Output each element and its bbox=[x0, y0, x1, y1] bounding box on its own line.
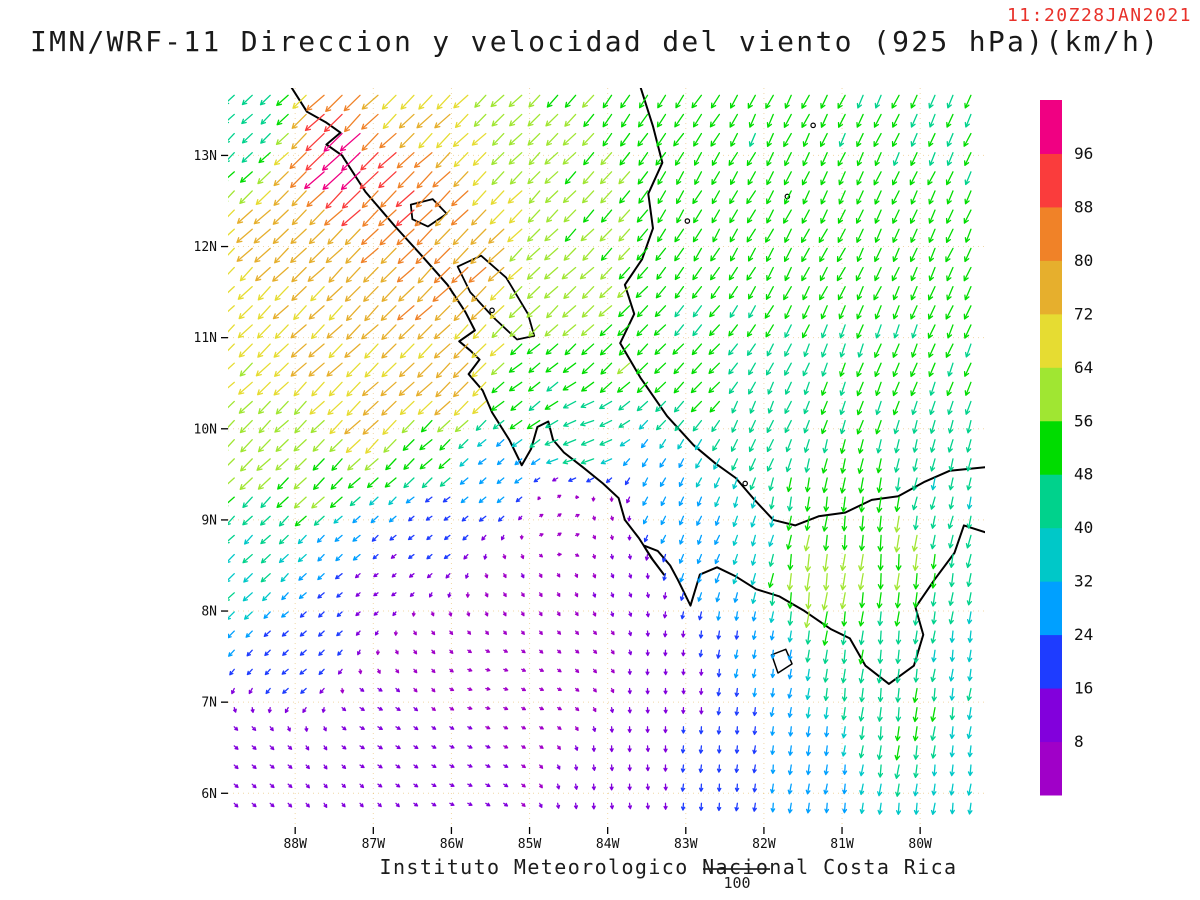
lon-tick-label: 81W bbox=[830, 837, 854, 852]
colorbar-tick-label: 80 bbox=[1074, 251, 1093, 270]
lat-tick-label: 12N bbox=[194, 240, 217, 255]
gridlines-layer bbox=[228, 88, 985, 827]
colorbar-tick-label: 16 bbox=[1074, 679, 1093, 698]
footer-credit: Instituto Meteorologico Nacional Costa R… bbox=[379, 855, 958, 879]
lat-tick-label: 7N bbox=[201, 696, 217, 711]
colorbar-tick-label: 64 bbox=[1074, 358, 1093, 377]
lat-tick-label: 11N bbox=[194, 331, 217, 346]
lat-tick-label: 6N bbox=[201, 787, 217, 802]
lon-tick-label: 87W bbox=[362, 837, 386, 852]
colorbar-tick-label: 40 bbox=[1074, 518, 1093, 537]
colorbar: 8 16 24 32 40 48 56 64 72 80 88 96 bbox=[1040, 100, 1093, 796]
colorbar-tick-label: 32 bbox=[1074, 572, 1093, 591]
colorbar-tick-label: 96 bbox=[1074, 144, 1093, 163]
colorbar-tick-label: 8 bbox=[1074, 732, 1084, 751]
chart-title: IMN/WRF-11 Direccion y velocidad del vie… bbox=[30, 25, 1161, 58]
colorbar-tick-label: 48 bbox=[1074, 465, 1093, 484]
axes-layer: 13N 12N 11N 10N 9N 8N 7N 6N 88W 87W 86W 85W 84W 83W 82… bbox=[194, 149, 933, 852]
lon-tick-label: 84W bbox=[596, 837, 620, 852]
lon-tick-label: 86W bbox=[440, 837, 464, 852]
lat-tick-label: 13N bbox=[194, 149, 217, 164]
lat-tick-label: 10N bbox=[194, 422, 217, 437]
lon-tick-label: 82W bbox=[752, 837, 776, 852]
colorbar-tick-label: 56 bbox=[1074, 411, 1093, 430]
colorbar-tick-label: 88 bbox=[1074, 197, 1093, 216]
lon-tick-label: 80W bbox=[908, 837, 932, 852]
coastline-layer bbox=[290, 88, 985, 685]
colorbar-tick-label: 24 bbox=[1074, 625, 1093, 644]
lon-tick-label: 88W bbox=[283, 837, 307, 852]
lon-tick-label: 85W bbox=[518, 837, 542, 852]
vector-scale-label: 100 bbox=[723, 874, 751, 892]
lat-tick-label: 8N bbox=[201, 605, 217, 620]
lon-tick-label: 83W bbox=[674, 837, 698, 852]
wind-vectors-layer bbox=[228, 94, 973, 816]
colorbar-tick-label: 72 bbox=[1074, 304, 1093, 323]
valid-time-label: 11:20Z28JAN2021 bbox=[1006, 5, 1192, 26]
lat-tick-label: 9N bbox=[201, 513, 217, 528]
